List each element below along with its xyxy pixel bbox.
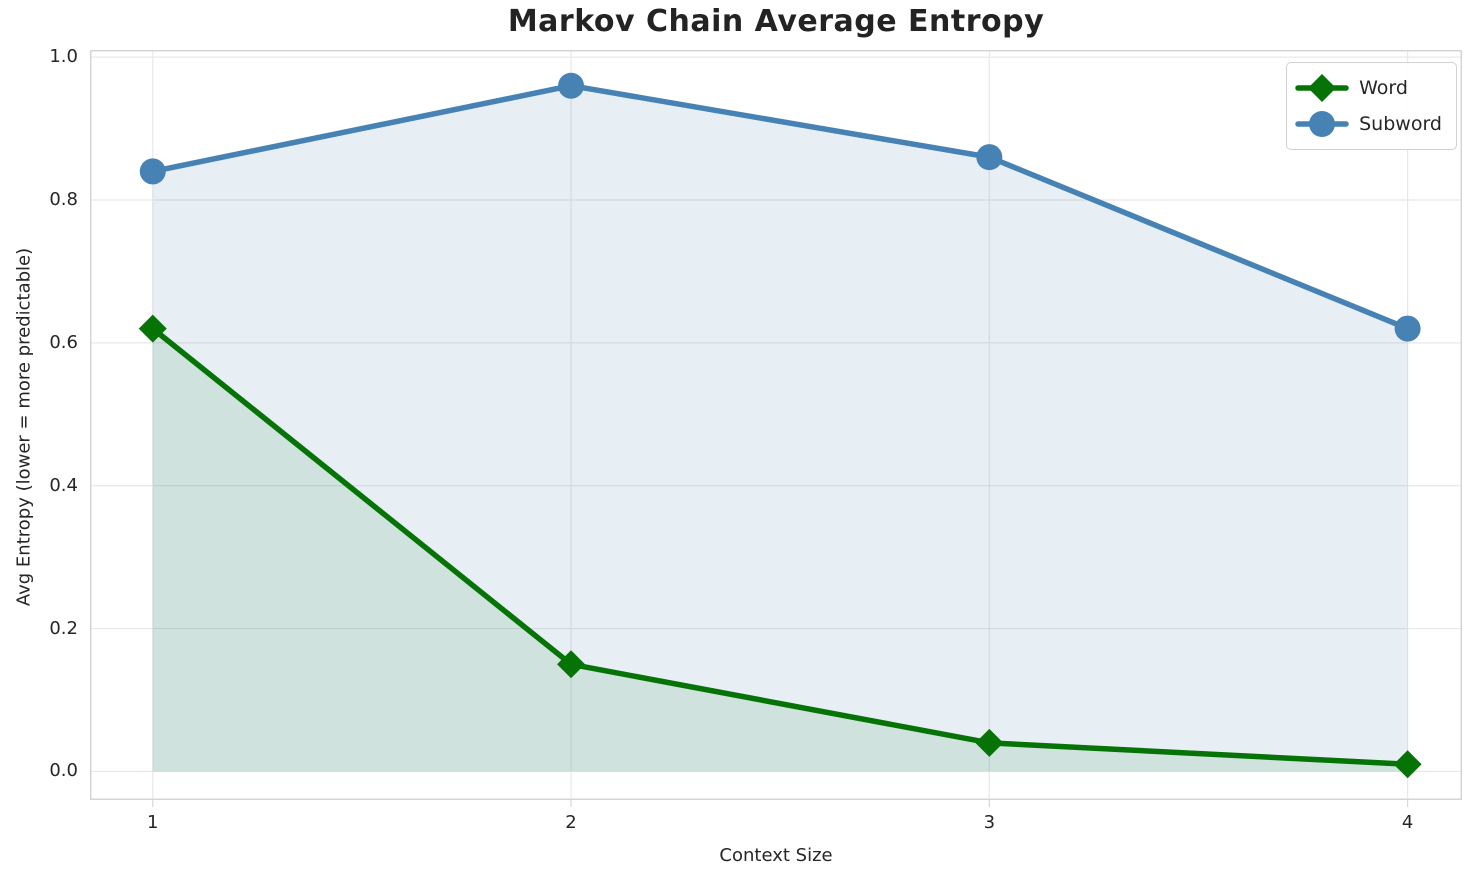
subword-line [149, 82, 1411, 332]
legend-item-subword: Subword [1295, 106, 1442, 142]
word-marker [1393, 750, 1422, 779]
x-tick-label: 2 [565, 812, 577, 833]
word-line [149, 325, 1411, 768]
subword-marker [976, 144, 1003, 171]
chart-title: Markov Chain Average Entropy [507, 4, 1045, 39]
x-tick-label: 4 [1401, 812, 1414, 833]
y-tick-label: 0.6 [49, 331, 78, 353]
y-tick-label: 0.2 [49, 617, 78, 639]
subword-line-marker-icon [1295, 111, 1349, 137]
subword-marker [139, 158, 166, 185]
x-tick-label: 3 [983, 812, 996, 833]
x-axis-label: Context Size [719, 845, 833, 866]
y-tick-label: 1.0 [49, 46, 78, 68]
word-marker [975, 728, 1004, 757]
y-tick-label: 0.4 [49, 474, 78, 496]
word-marker [138, 314, 167, 343]
word-marker [1308, 74, 1337, 102]
chart-canvas [90, 50, 1462, 807]
word-marker [557, 650, 586, 679]
y-axis-label: Avg Entropy (lower = more predictable) [13, 247, 35, 607]
legend-label-word: Word [1359, 77, 1408, 99]
y-tick-label: 0.8 [49, 189, 78, 210]
x-tick-label: 1 [147, 812, 159, 833]
plot-area: Word Subword [90, 50, 1462, 807]
legend-item-word: Word [1295, 70, 1442, 106]
plot-border [90, 50, 1462, 800]
word-line-marker-icon [1295, 74, 1349, 102]
subword-marker [558, 72, 585, 99]
subword-marker [1309, 111, 1336, 137]
subword-area-fill [152, 85, 1408, 772]
y-tick-label: 0.0 [49, 760, 78, 782]
legend-label-subword: Subword [1359, 113, 1442, 135]
subword-marker [1394, 315, 1421, 342]
word-area-fill [152, 328, 1408, 772]
legend: Word Subword [1286, 62, 1457, 150]
